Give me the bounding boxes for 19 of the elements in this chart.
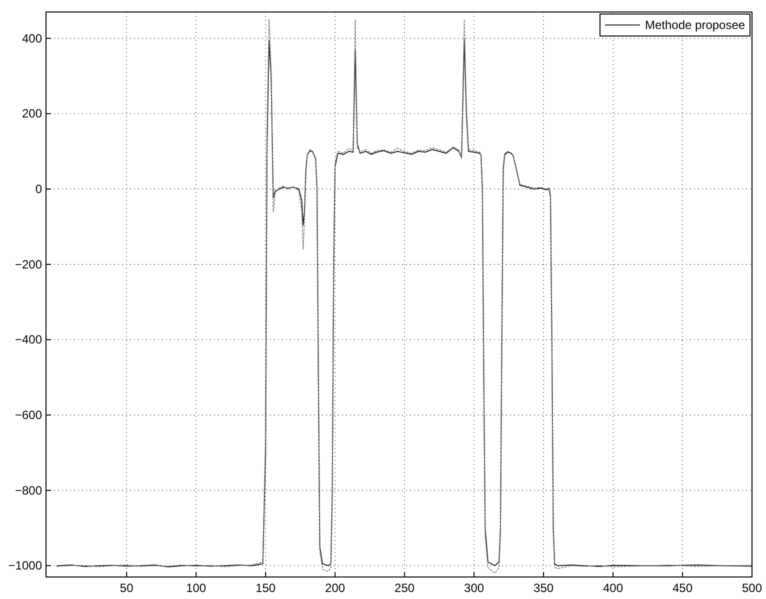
x-tick-label: 100: [186, 581, 206, 595]
y-tick-label: −1000: [8, 558, 42, 573]
x-tick-label: 200: [325, 581, 346, 595]
y-tick-label: −800: [14, 483, 42, 498]
y-tick-label: 200: [22, 106, 42, 121]
x-tick-label: 250: [394, 581, 415, 595]
y-tick-label: −200: [14, 257, 42, 272]
y-tick-label: 400: [22, 31, 42, 46]
x-tick-label: 150: [256, 581, 276, 595]
x-tick-label: 500: [742, 581, 762, 595]
legend-label: Methode proposee: [645, 18, 746, 32]
y-tick-label: −600: [14, 408, 42, 422]
x-tick-label: 50: [120, 581, 134, 595]
y-tick-label: −400: [14, 332, 42, 347]
y-tick-label: 0: [35, 182, 42, 196]
x-tick-label: 400: [603, 581, 624, 595]
x-tick-label: 350: [534, 581, 554, 595]
x-tick-label: 450: [672, 581, 693, 595]
x-tick-label: 300: [464, 581, 484, 595]
